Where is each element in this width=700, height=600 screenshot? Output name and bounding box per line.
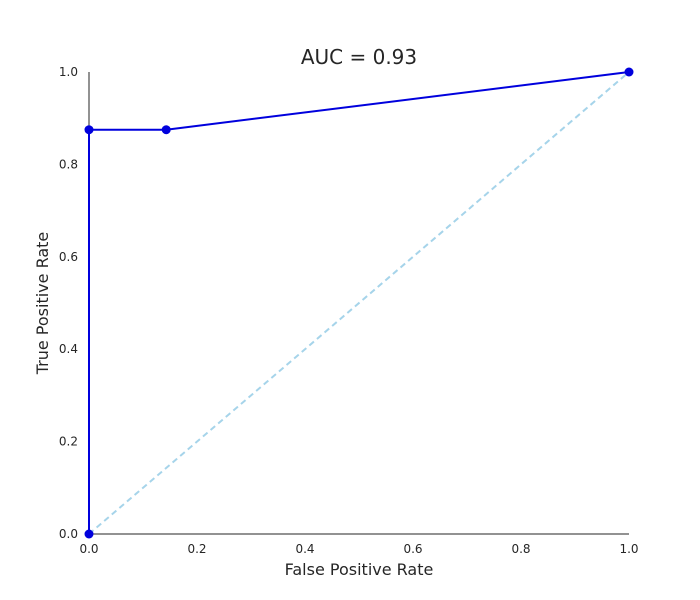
y-tick-label: 0.6 [59,250,78,264]
x-tick-label: 0.2 [187,542,206,556]
x-tick-label: 0.4 [295,542,314,556]
chart-title: AUC = 0.93 [301,45,417,69]
x-tick-label: 0.0 [79,542,98,556]
y-axis-label: True Positive Rate [33,232,52,376]
y-tick-label: 0.2 [59,435,78,449]
x-tick-label: 0.8 [511,542,530,556]
y-tick-label: 1.0 [59,65,78,79]
series-layer [84,67,634,539]
x-tick-labels: 0.0 0.2 0.4 0.6 0.8 1.0 [79,542,638,556]
y-tick-label: 0.0 [59,527,78,541]
roc-point [84,529,94,539]
roc-curve-line [88,71,630,534]
chance-diagonal-line [88,71,630,535]
roc-point [161,125,171,135]
x-tick-label: 0.6 [403,542,422,556]
y-tick-labels: 0.0 0.2 0.4 0.6 0.8 1.0 [59,65,78,541]
y-tick-label: 0.4 [59,342,78,356]
x-axis-label: False Positive Rate [285,560,434,579]
y-tick-label: 0.8 [59,157,78,171]
x-tick-label: 1.0 [619,542,638,556]
roc-point [624,67,634,77]
roc-point [84,125,94,135]
